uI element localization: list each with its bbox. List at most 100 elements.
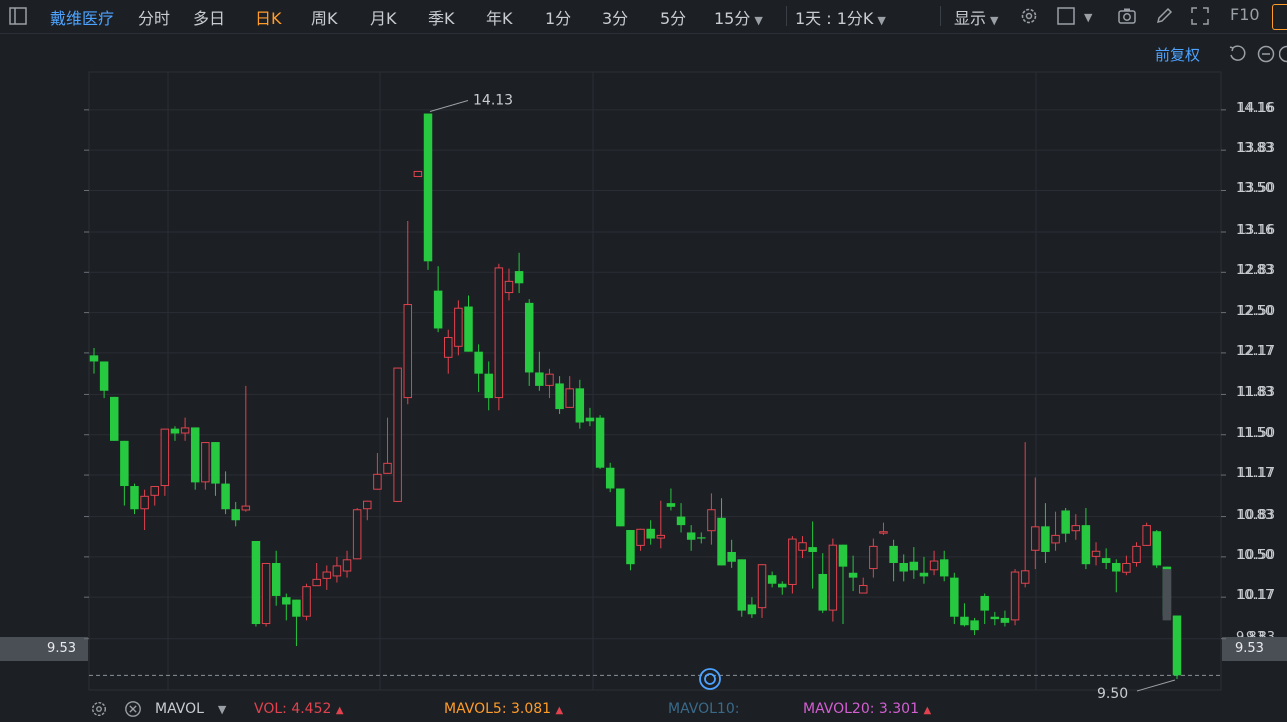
candle-body <box>524 302 534 373</box>
pencil-icon[interactable] <box>1154 6 1174 26</box>
period-tab-5min[interactable]: 5分 <box>660 9 687 28</box>
period-tab-fenshi[interactable]: 分时 <box>138 9 171 28</box>
candle-body <box>858 584 868 594</box>
settings-gear-icon[interactable] <box>1019 6 1039 26</box>
candle-body <box>170 428 180 434</box>
candle-body <box>190 427 200 483</box>
candle-body <box>1132 545 1141 563</box>
indicator-legend: MAVOL ▼ VOL: 4.452 ▲ MAVOL5: 3.081 ▲ MAVO… <box>0 695 1287 722</box>
y-tick-label-right: 10.83 <box>1236 507 1274 523</box>
period-tab-yearly[interactable]: 年K <box>486 9 513 28</box>
candle-body <box>1081 525 1091 565</box>
chevron-down-icon: ▼ <box>754 14 763 27</box>
candle-body <box>727 551 736 562</box>
period-tab-weekly[interactable]: 周K <box>311 9 338 28</box>
y-tick-label-right: 11.17 <box>1236 466 1274 482</box>
toolbar: 戴维医疗 分时 多日 日K 周K 月K 季K 年K 1分 3分 5分 15分 ▼ … <box>0 0 1287 34</box>
arrow-up-icon: ▲ <box>555 705 564 716</box>
candle-body <box>585 417 595 422</box>
period-tab-multiday[interactable]: 多日 <box>193 9 226 28</box>
candle-body <box>342 559 352 572</box>
candle-body <box>180 427 190 434</box>
candle-body <box>1020 570 1030 584</box>
candle-body <box>788 538 797 585</box>
candle-body <box>393 367 402 502</box>
sidebar-toggle-icon[interactable] <box>8 6 28 26</box>
candle-body <box>282 597 291 605</box>
candle-body <box>109 396 119 441</box>
candle-body <box>292 599 301 617</box>
period-tab-quarterly[interactable]: 季K <box>428 9 455 28</box>
period-tab-monthly[interactable]: 月K <box>370 9 397 28</box>
y-tick-label-left: 11.17 <box>1237 466 1275 482</box>
chevron-down-icon: ▼ <box>990 14 999 27</box>
candle-body <box>990 616 1000 620</box>
stock-name[interactable]: 戴维医疗 <box>50 9 115 28</box>
candle-body <box>838 544 848 567</box>
legend-mavol5: MAVOL5: 3.081 ▲ <box>444 701 563 717</box>
candle-body <box>444 337 453 358</box>
candle-body <box>646 528 655 539</box>
y-tick-label-right: 13.83 <box>1236 141 1274 157</box>
candle-body <box>423 113 433 262</box>
interval-dropdown[interactable]: 1天 : 1分K ▼ <box>795 5 886 29</box>
candle-body <box>616 488 625 527</box>
candle-body <box>1071 525 1081 532</box>
y-tick-label-right: 11.50 <box>1236 425 1274 441</box>
y-tick-label-right: 13.16 <box>1236 222 1274 238</box>
chevron-down-icon[interactable]: ▼ <box>1084 11 1093 24</box>
candle-body <box>312 578 321 587</box>
f10-button[interactable]: F10 <box>1230 5 1260 24</box>
period-dropdown-15min[interactable]: 15分 ▼ <box>714 5 763 29</box>
camera-icon[interactable] <box>1117 6 1137 26</box>
y-tick-label-left: 10.50 <box>1237 547 1275 563</box>
y-tick-label-right: 10.17 <box>1236 588 1274 604</box>
candle-body <box>535 372 544 386</box>
fullscreen-icon[interactable] <box>1190 6 1210 26</box>
candle-body <box>798 542 807 551</box>
candle-body <box>767 575 777 584</box>
y-tick-label-left: 10.83 <box>1237 507 1275 523</box>
candle-body <box>555 383 564 410</box>
zoom-in-icon[interactable] <box>1279 44 1287 64</box>
candle-body <box>919 572 929 577</box>
candle-body <box>363 500 372 510</box>
candle-body <box>636 528 645 546</box>
period-tab-daily[interactable]: 日K <box>255 9 282 28</box>
indicator-settings-icon[interactable] <box>90 700 108 718</box>
current-price-box-left: 9.53 <box>0 637 88 661</box>
candle-body <box>1000 617 1010 623</box>
arrow-up-icon: ▲ <box>335 705 344 716</box>
y-tick-label-right: 10.50 <box>1236 547 1274 563</box>
zoom-out-icon[interactable] <box>1256 44 1276 64</box>
y-tick-label-left: 12.83 <box>1237 263 1275 279</box>
high-annotation-label: 14.13 <box>473 93 513 109</box>
interval-label: 1天 : 1分K <box>795 9 874 28</box>
legend-mavol20-value: 3.301 <box>878 701 919 717</box>
candle-body <box>403 304 413 399</box>
legend-mavol5-label: MAVOL5: <box>444 701 507 717</box>
candle-body <box>1061 510 1070 534</box>
candle-body <box>433 290 443 329</box>
candle-body <box>909 561 919 571</box>
anchor-target-icon[interactable] <box>698 667 722 691</box>
display-dropdown[interactable]: 显示 ▼ <box>954 5 998 29</box>
candle-body <box>150 486 159 496</box>
indicator-select[interactable]: MAVOL ▼ <box>155 701 226 717</box>
candle-body <box>828 544 838 611</box>
period-tab-1min[interactable]: 1分 <box>545 9 572 28</box>
adjust-mode-link[interactable]: 前复权 <box>1155 46 1201 64</box>
candle-body <box>575 388 585 423</box>
candle-body <box>211 442 220 484</box>
candle-body <box>413 170 423 178</box>
undo-icon[interactable] <box>1227 44 1247 64</box>
y-tick-label-left: 13.50 <box>1237 181 1275 197</box>
candle-body <box>869 545 878 570</box>
period-tab-3min[interactable]: 3分 <box>602 9 629 28</box>
side-panel-tab[interactable] <box>1272 4 1287 30</box>
close-circle-icon[interactable] <box>124 700 142 718</box>
checkbox-square-icon[interactable] <box>1056 6 1076 26</box>
candle-body <box>778 583 787 588</box>
candle-body <box>231 509 240 521</box>
